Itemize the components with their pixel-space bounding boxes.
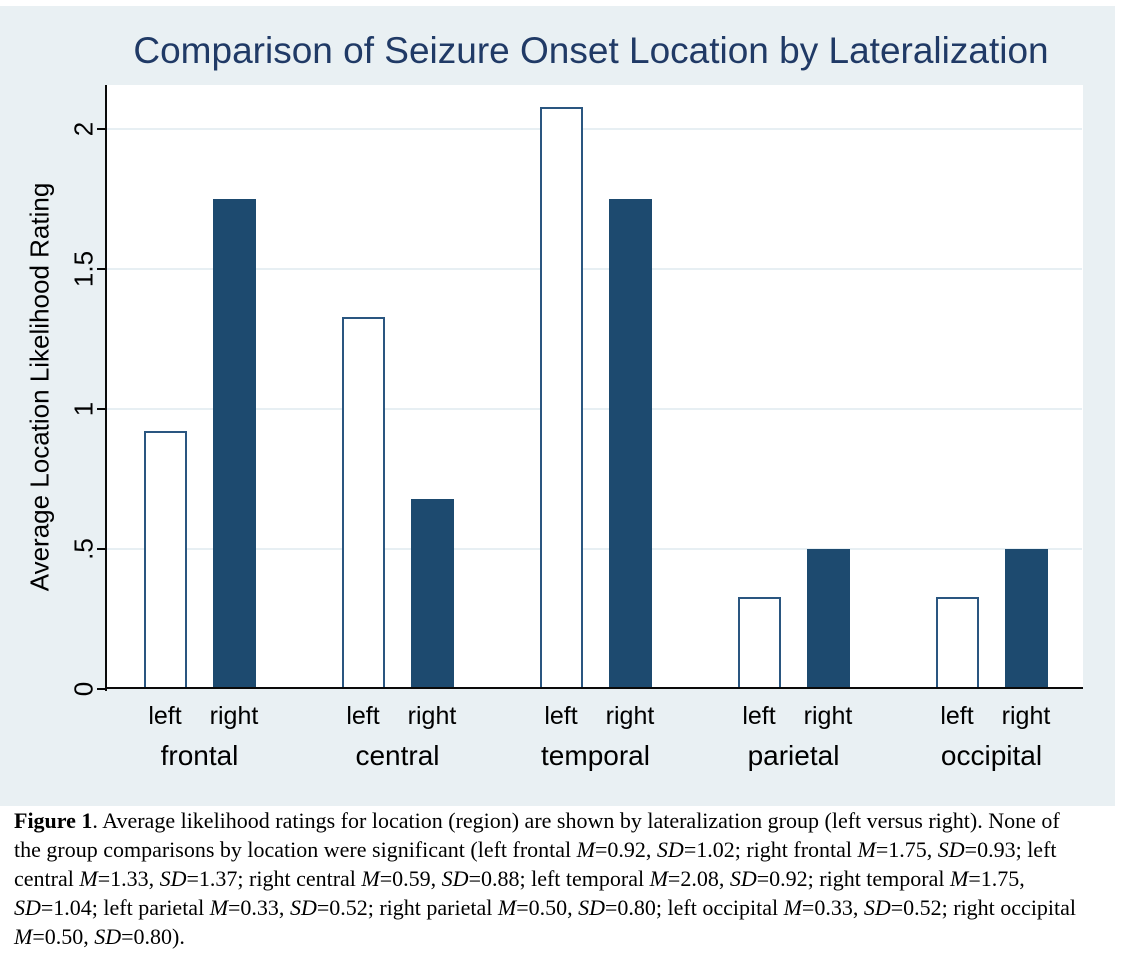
plot-area (106, 85, 1083, 689)
x-axis-line (105, 687, 1083, 689)
y-tick-label: 1 (68, 401, 99, 417)
x-label-left-central: left (346, 702, 380, 730)
caption-line-2: the group comparisons by location were s… (14, 837, 1057, 862)
x-label-left-occipital: left (940, 702, 974, 730)
gridline-y-2 (107, 128, 1082, 130)
x-label-left-temporal: left (544, 702, 578, 730)
x-label-left-frontal: left (148, 702, 182, 730)
bar-left-frontal (143, 431, 187, 689)
x-group-label-central: central (355, 740, 440, 771)
caption-line-3: central M=1.33, SD=1.37; right central M… (14, 866, 1025, 891)
bar-right-frontal (212, 199, 256, 689)
x-label-right-parietal: right (803, 702, 853, 730)
y-tick-label: .5 (68, 538, 99, 560)
bar-right-parietal (806, 549, 850, 689)
bar-right-occipital (1004, 549, 1048, 689)
x-group-label-occipital: occipital (940, 740, 1043, 771)
y-tick-label: 1.5 (68, 250, 99, 288)
figure-caption: Figure 1. Average likelihood ratings for… (14, 806, 1140, 951)
gridline-y-1 (107, 408, 1082, 410)
gridline-y-0.5 (107, 548, 1082, 550)
bar-left-temporal (539, 107, 583, 689)
bar-left-occipital (935, 597, 979, 689)
gridline-y-1.5 (107, 268, 1082, 270)
bar-right-temporal (608, 199, 652, 689)
x-label-right-central: right (407, 702, 457, 730)
x-label-right-temporal: right (605, 702, 655, 730)
bar-left-central (341, 317, 385, 689)
y-tick-label: 0 (68, 681, 99, 697)
y-tick-mark (97, 548, 106, 550)
bar-left-parietal (737, 597, 781, 689)
x-label-left-parietal: left (742, 702, 776, 730)
y-axis-line (105, 85, 107, 691)
y-axis-title: Average Location Likelihood Rating (24, 182, 55, 592)
y-tick-label: 2 (68, 121, 99, 137)
caption-line-1: Figure 1. Average likelihood ratings for… (14, 808, 1060, 833)
bar-right-central (410, 499, 454, 689)
caption-line-5: M=0.50, SD=0.80). (14, 924, 185, 949)
x-label-right-occipital: right (1001, 702, 1051, 730)
y-tick-mark (97, 128, 106, 130)
caption-line-4: SD=1.04; left parietal M=0.33, SD=0.52; … (14, 895, 1077, 920)
x-group-label-frontal: frontal (160, 740, 239, 771)
y-tick-mark (97, 408, 106, 410)
x-group-label-parietal: parietal (747, 740, 840, 771)
y-tick-mark (97, 268, 106, 270)
chart-title: Comparison of Seizure Onset Location by … (133, 30, 1049, 71)
y-tick-mark (97, 688, 106, 690)
x-group-label-temporal: temporal (541, 740, 650, 771)
x-label-right-frontal: right (209, 702, 259, 730)
